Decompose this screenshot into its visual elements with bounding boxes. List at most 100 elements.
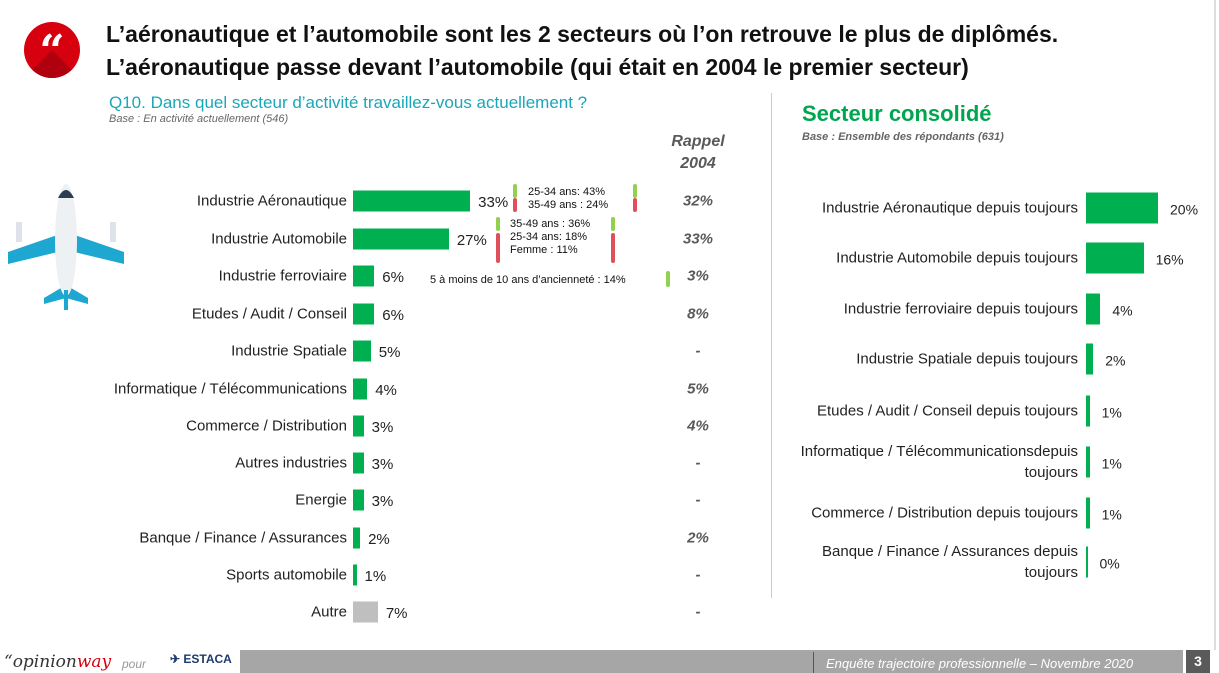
rappel-value: - (695, 342, 701, 360)
question-text: Q10. Dans quel secteur d’activité travai… (109, 93, 588, 112)
rappel-value: 8% (687, 305, 709, 323)
rappel-header: Rappel 2004 (660, 131, 736, 175)
title-line-1: L’aéronautique et l’automobile sont les … (106, 21, 1059, 47)
category-label: Commerce / Distribution (186, 417, 347, 435)
bar (1086, 395, 1090, 427)
rappel-value: 33% (682, 230, 714, 248)
callout-line: 25-34 ans: 43% (528, 186, 606, 198)
bar (353, 489, 364, 511)
callout-auto: 35-49 ans : 36% 25-34 ans: 18% Femme : 11% (510, 218, 590, 257)
value-label: 1% (364, 568, 387, 586)
rappel-value: 4% (687, 417, 709, 435)
value-label: 2% (368, 531, 390, 549)
callout-line: Femme : 11% (510, 244, 578, 256)
category-label: Commerce / Distribution depuis toujours (811, 504, 1078, 522)
trend-marker (496, 217, 500, 231)
bar (1086, 546, 1088, 578)
trend-marker (611, 233, 615, 263)
trend-marker (513, 198, 517, 212)
bar (353, 378, 368, 400)
footer-separator (813, 652, 814, 673)
category-label: Industrie Aéronautique (196, 192, 347, 210)
trend-marker (633, 184, 637, 198)
category-label: Informatique / Télécommunicationsdepuis … (800, 443, 1078, 481)
partner-name: ESTACA (183, 652, 232, 666)
value-label: 1% (1101, 455, 1122, 472)
value-label: 27% (456, 232, 487, 250)
category-label: Industrie ferroviaire depuis toujours (843, 300, 1078, 318)
bar (353, 265, 375, 287)
value-label: 33% (478, 194, 509, 212)
rappel-value: - (695, 491, 701, 509)
value-label: 6% (382, 307, 404, 325)
rappel-label: Rappel (671, 133, 725, 150)
callout-line: 5 à moins de 10 ans d’ancienneté : 14% (430, 274, 626, 286)
category-label: Autre (311, 603, 347, 621)
opinionway-logo: “opinionway (4, 652, 111, 672)
pour-text: pour (122, 657, 147, 671)
value-label: 2% (1105, 352, 1126, 369)
bar (353, 564, 357, 586)
brand-prefix: “opinion (4, 652, 77, 672)
right-title: Secteur consolidé Base : Ensemble des ré… (802, 101, 1004, 143)
category-label: Industrie Spatiale depuis toujours (856, 350, 1078, 368)
question-label: Q10. Dans quel secteur d’activité travai… (109, 93, 587, 125)
rappel-value: - (695, 603, 701, 621)
trend-marker (611, 217, 615, 231)
rappel-value: 5% (687, 380, 709, 398)
category-label: Industrie Automobile (211, 230, 347, 248)
bar (1086, 242, 1144, 274)
callout-ferro: 5 à moins de 10 ans d’ancienneté : 14% (430, 274, 626, 287)
value-label: 0% (1099, 555, 1120, 572)
bar (353, 228, 449, 250)
value-label: 1% (1101, 404, 1122, 421)
bar (1086, 192, 1158, 224)
callout-line: 25-34 ans: 18% (510, 231, 588, 243)
bar (353, 415, 364, 437)
page-title: L’aéronautique et l’automobile sont les … (106, 18, 1058, 84)
bar (1086, 497, 1090, 529)
page-number: 3 (1186, 650, 1210, 673)
bar (353, 340, 371, 362)
category-label: Informatique / Télécommunications (113, 380, 347, 398)
value-label: 4% (1112, 302, 1133, 319)
callout-aero: 25-34 ans: 43% 35-49 ans : 24% (528, 186, 608, 212)
value-label: 3% (371, 493, 394, 511)
value-label: 3% (371, 419, 394, 437)
callout-line: 35-49 ans : 24% (528, 199, 609, 211)
callout-line: 35-49 ans : 36% (510, 218, 591, 230)
rappel-value: - (695, 566, 701, 584)
trend-marker (496, 233, 500, 263)
rappel-year: 2004 (680, 155, 716, 172)
trend-marker (666, 271, 670, 287)
category-label: Banque / Finance / Assurances (139, 529, 347, 547)
category-label: Etudes / Audit / Conseil depuis toujours (817, 402, 1078, 420)
right-title-text: Secteur consolidé (802, 101, 992, 126)
category-label: Industrie Spatiale (231, 342, 347, 360)
trend-marker (513, 184, 517, 198)
category-label: Autres industries (235, 454, 347, 472)
airplane-icon (8, 184, 124, 310)
quote-icon: “ (24, 22, 80, 78)
title-line-2: L’aéronautique passe devant l’automobile… (106, 54, 969, 80)
value-label: 4% (375, 382, 397, 400)
category-label: Etudes / Audit / Conseil (191, 305, 347, 323)
divider (771, 93, 772, 598)
value-label: 1% (1101, 506, 1122, 523)
bar (1086, 446, 1090, 478)
rappel-value: - (695, 454, 701, 472)
value-label: 5% (378, 344, 401, 362)
value-label: 6% (382, 269, 404, 287)
value-label: 20% (1170, 201, 1199, 218)
bar (1086, 343, 1094, 375)
bar (353, 452, 364, 474)
value-label: 7% (385, 605, 408, 623)
bar (353, 190, 471, 212)
value-label: 3% (371, 456, 394, 474)
footer-bar (240, 650, 1183, 673)
left-base: Base : En activité actuellement (546) (109, 113, 289, 125)
value-label: 16% (1155, 251, 1184, 268)
category-label: Energie (295, 491, 347, 509)
bar (353, 527, 361, 549)
category-label: Sports automobile (226, 566, 347, 584)
